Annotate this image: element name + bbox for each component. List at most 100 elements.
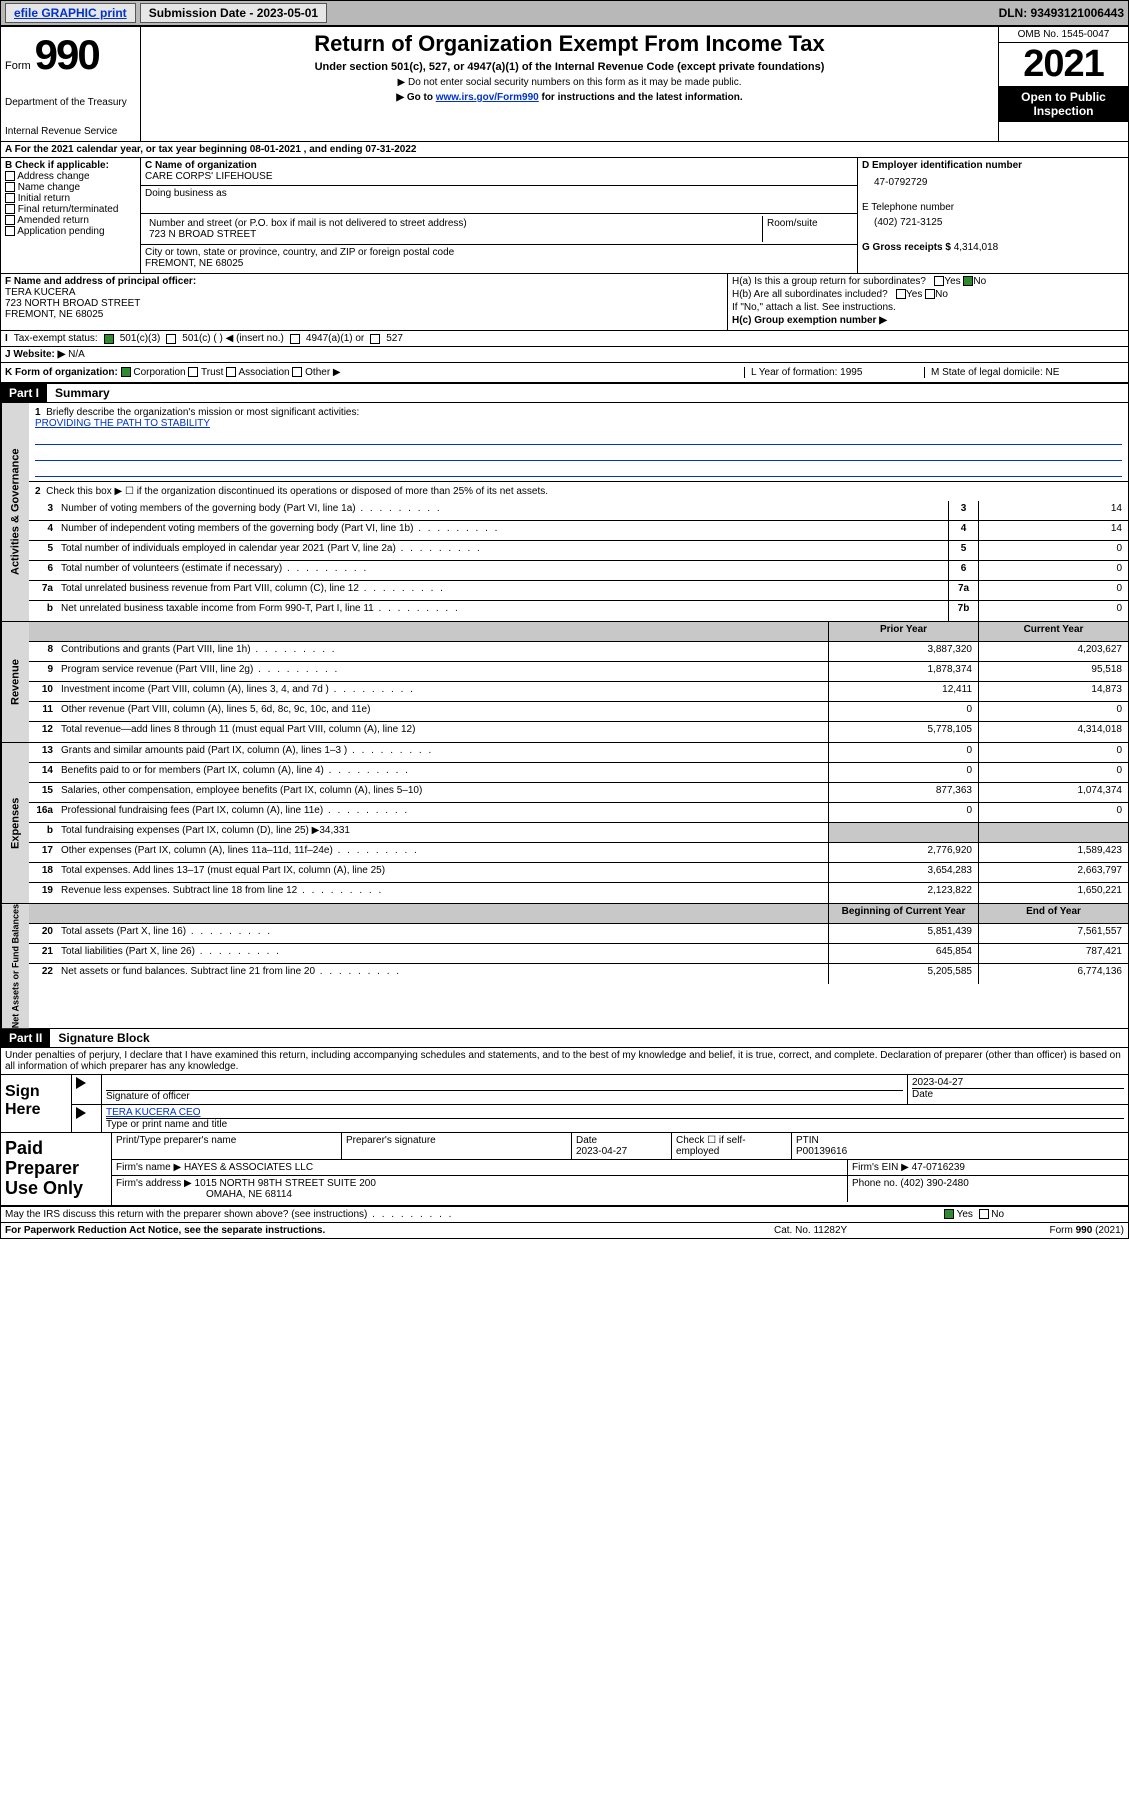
ha-yes-chk[interactable] (934, 276, 944, 286)
prep-name-label: Print/Type preparer's name (112, 1133, 342, 1159)
firm-name-value: HAYES & ASSOCIATES LLC (184, 1162, 313, 1173)
chk-address-change[interactable] (5, 171, 15, 181)
col-current-year: Current Year (978, 622, 1128, 641)
chk-corp[interactable] (121, 367, 131, 377)
footer-discuss-row: May the IRS discuss this return with the… (1, 1207, 1128, 1222)
footer-bottom: For Paperwork Reduction Act Notice, see … (1, 1222, 1128, 1238)
city-value: FREMONT, NE 68025 (145, 258, 853, 269)
year-formation: L Year of formation: 1995 (744, 367, 924, 378)
line15-prior: 877,363 (828, 783, 978, 802)
addr-label: Number and street (or P.O. box if mail i… (149, 218, 758, 229)
row-a-tax-year: A For the 2021 calendar year, or tax yea… (1, 142, 1128, 158)
hb-no-chk[interactable] (925, 289, 935, 299)
form-header: Form 990 Department of the Treasury Inte… (1, 27, 1128, 142)
discuss-no-chk[interactable] (979, 1209, 989, 1219)
suite-label: Room/suite (767, 218, 849, 229)
lbl-name-change: Name change (18, 182, 80, 193)
line5-text: Total number of individuals employed in … (57, 541, 948, 560)
net-assets-section: Net Assets or Fund Balances Beginning of… (1, 904, 1128, 1029)
line4-box: 4 (948, 521, 978, 540)
org-name-label: C Name of organization (145, 160, 853, 171)
line17-prior: 2,776,920 (828, 843, 978, 862)
pra-notice: For Paperwork Reduction Act Notice, see … (5, 1225, 774, 1236)
hb-yes-chk[interactable] (896, 289, 906, 299)
chk-amended[interactable] (5, 215, 15, 225)
row-k-org-form: K Form of organization: Corporation Trus… (1, 363, 1128, 384)
mission-text[interactable]: PROVIDING THE PATH TO STABILITY (35, 418, 210, 429)
part1-badge: Part I (1, 384, 47, 402)
chk-4947[interactable] (290, 334, 300, 344)
mission-label: Briefly describe the organization's miss… (46, 407, 359, 418)
line15-current: 1,074,374 (978, 783, 1128, 802)
ptin-value: P00139616 (796, 1146, 1124, 1157)
chk-other[interactable] (292, 367, 302, 377)
line10-prior: 12,411 (828, 682, 978, 701)
officer-addr: 723 NORTH BROAD STREET (5, 298, 723, 309)
efile-print-button[interactable]: efile GRAPHIC print (5, 3, 136, 23)
gross-label: G Gross receipts $ (862, 242, 951, 253)
line4-val: 14 (978, 521, 1128, 540)
ha-label: H(a) Is this a group return for subordin… (732, 276, 926, 287)
part2-badge: Part II (1, 1029, 50, 1047)
row-j-website: J Website: ▶ N/A (1, 347, 1128, 363)
line9-current: 95,518 (978, 662, 1128, 681)
lbl-4947: 4947(a)(1) or (306, 333, 364, 344)
tax-status-label: Tax-exempt status: (14, 333, 98, 344)
line8-prior: 3,887,320 (828, 642, 978, 661)
chk-app-pending[interactable] (5, 226, 15, 236)
ptin-label: PTIN (796, 1135, 1124, 1146)
chk-assoc[interactable] (226, 367, 236, 377)
irs-link[interactable]: www.irs.gov/Form990 (436, 92, 539, 103)
officer-city: FREMONT, NE 68025 (5, 309, 723, 320)
firm-addr-value: 1015 NORTH 98TH STREET SUITE 200 (195, 1178, 376, 1189)
line16a-current: 0 (978, 803, 1128, 822)
lbl-501c3: 501(c)(3) (120, 333, 161, 344)
line1-mission: 1 Briefly describe the organization's mi… (29, 403, 1128, 481)
line17-current: 1,589,423 (978, 843, 1128, 862)
chk-501c[interactable] (166, 334, 176, 344)
line22-text: Net assets or fund balances. Subtract li… (57, 964, 828, 984)
line10-current: 14,873 (978, 682, 1128, 701)
ein-value: 47-0792729 (874, 177, 1124, 188)
dln-label: DLN: 93493121006443 (999, 6, 1124, 20)
line22-end: 6,774,136 (978, 964, 1128, 984)
dba-label: Doing business as (145, 188, 853, 199)
form-note-ssn: ▶ Do not enter social security numbers o… (147, 77, 992, 88)
sig-date-label: Date (912, 1089, 1124, 1100)
chk-527[interactable] (370, 334, 380, 344)
form-title: Return of Organization Exempt From Incom… (147, 31, 992, 57)
discuss-no-label: No (991, 1209, 1004, 1220)
firm-phone-value: (402) 390-2480 (900, 1178, 968, 1189)
line3-text: Number of voting members of the governin… (57, 501, 948, 520)
line19-current: 1,650,221 (978, 883, 1128, 903)
line3-box: 3 (948, 501, 978, 520)
form-footer: 990 (1076, 1225, 1093, 1236)
chk-final-return[interactable] (5, 204, 15, 214)
ha-no-chk[interactable] (963, 276, 973, 286)
line9-prior: 1,878,374 (828, 662, 978, 681)
part2-header: Part II Signature Block (1, 1029, 1128, 1048)
chk-initial-return[interactable] (5, 193, 15, 203)
omb-number: OMB No. 1545-0047 (999, 27, 1128, 43)
part2-title: Signature Block (50, 1031, 149, 1045)
chk-name-change[interactable] (5, 182, 15, 192)
lbl-527: 527 (386, 333, 403, 344)
line18-text: Total expenses. Add lines 13–17 (must eq… (57, 863, 828, 882)
discuss-yes-chk[interactable] (944, 1209, 954, 1219)
submission-date-label: Submission Date - 2023-05-01 (140, 3, 327, 23)
line20-begin: 5,851,439 (828, 924, 978, 943)
line8-current: 4,203,627 (978, 642, 1128, 661)
line11-prior: 0 (828, 702, 978, 721)
lbl-other: Other ▶ (305, 367, 340, 378)
firm-addr-label: Firm's address ▶ (116, 1178, 192, 1189)
firm-name-label: Firm's name ▶ (116, 1162, 181, 1173)
chk-501c3[interactable] (104, 334, 114, 344)
officer-name-title[interactable]: TERA KUCERA CEO (106, 1107, 1124, 1119)
line7a-val: 0 (978, 581, 1128, 600)
discuss-yes-label: Yes (957, 1209, 973, 1220)
line7a-text: Total unrelated business revenue from Pa… (57, 581, 948, 600)
section-bcd: B Check if applicable: Address change Na… (1, 158, 1128, 274)
chk-trust[interactable] (188, 367, 198, 377)
form-subtitle: Under section 501(c), 527, or 4947(a)(1)… (147, 61, 992, 73)
col-b-label: B Check if applicable: (5, 160, 136, 171)
